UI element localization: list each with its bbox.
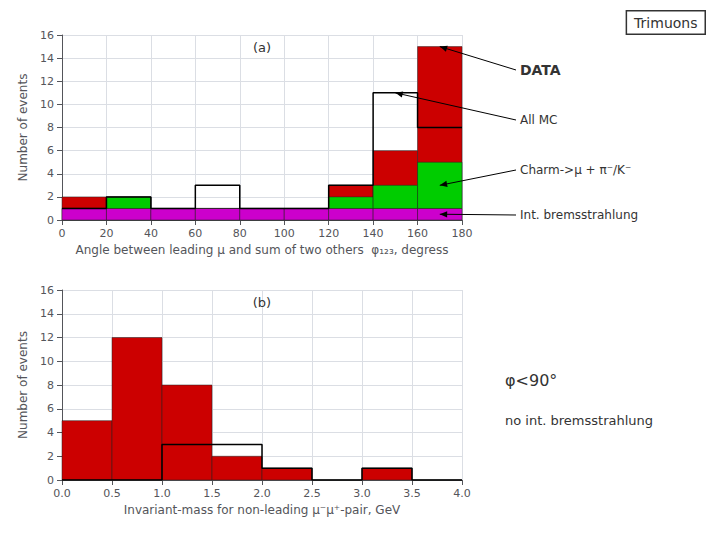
svg-text:8: 8 xyxy=(47,379,54,392)
svg-text:10: 10 xyxy=(40,355,54,368)
svg-text:10: 10 xyxy=(40,98,54,111)
svg-text:6: 6 xyxy=(47,402,54,415)
svg-text:(b): (b) xyxy=(253,295,271,310)
svg-text:φ<90°: φ<90° xyxy=(505,371,557,390)
svg-text:180: 180 xyxy=(452,227,473,240)
svg-text:0: 0 xyxy=(59,227,66,240)
svg-text:40: 40 xyxy=(144,227,158,240)
svg-text:0.0: 0.0 xyxy=(53,487,71,500)
svg-text:Int. bremsstrahlung: Int. bremsstrahlung xyxy=(520,208,638,222)
svg-text:60: 60 xyxy=(188,227,202,240)
svg-text:4: 4 xyxy=(47,167,54,180)
svg-text:2.5: 2.5 xyxy=(303,487,321,500)
svg-text:12: 12 xyxy=(40,331,54,344)
svg-text:Number of events: Number of events xyxy=(16,331,30,439)
svg-text:8: 8 xyxy=(47,121,54,134)
svg-text:14: 14 xyxy=(40,52,54,65)
svg-text:Charm->μ + π⁻/K⁻: Charm->μ + π⁻/K⁻ xyxy=(520,163,631,177)
svg-text:160: 160 xyxy=(407,227,428,240)
svg-text:0: 0 xyxy=(47,214,54,227)
svg-text:All MC: All MC xyxy=(520,113,557,127)
svg-text:20: 20 xyxy=(99,227,113,240)
svg-text:Invariant-mass for non-leading: Invariant-mass for non-leading μ⁻μ⁺-pair… xyxy=(124,503,401,517)
svg-text:3.0: 3.0 xyxy=(353,487,371,500)
svg-text:0.5: 0.5 xyxy=(103,487,121,500)
svg-text:16: 16 xyxy=(40,284,54,297)
svg-text:12: 12 xyxy=(40,75,54,88)
svg-text:1.5: 1.5 xyxy=(203,487,221,500)
svg-text:Trimuons: Trimuons xyxy=(633,15,697,31)
svg-text:2: 2 xyxy=(47,190,54,203)
svg-text:16: 16 xyxy=(40,29,54,42)
svg-text:Number of events: Number of events xyxy=(16,74,30,182)
svg-text:6: 6 xyxy=(47,144,54,157)
svg-text:100: 100 xyxy=(274,227,295,240)
svg-text:Angle between leading μ and su: Angle between leading μ and sum of two o… xyxy=(76,243,449,257)
svg-text:DATA: DATA xyxy=(520,62,561,78)
svg-text:4: 4 xyxy=(47,426,54,439)
svg-text:2.0: 2.0 xyxy=(253,487,271,500)
svg-text:140: 140 xyxy=(363,227,384,240)
svg-text:3.5: 3.5 xyxy=(403,487,421,500)
svg-text:(a): (a) xyxy=(253,40,271,55)
svg-text:0: 0 xyxy=(47,474,54,487)
svg-text:2: 2 xyxy=(47,450,54,463)
svg-text:14: 14 xyxy=(40,307,54,320)
svg-text:4.0: 4.0 xyxy=(453,487,471,500)
svg-text:80: 80 xyxy=(233,227,247,240)
svg-text:120: 120 xyxy=(318,227,339,240)
svg-text:no int. bremsstrahlung: no int. bremsstrahlung xyxy=(505,413,653,428)
svg-text:1.0: 1.0 xyxy=(153,487,171,500)
